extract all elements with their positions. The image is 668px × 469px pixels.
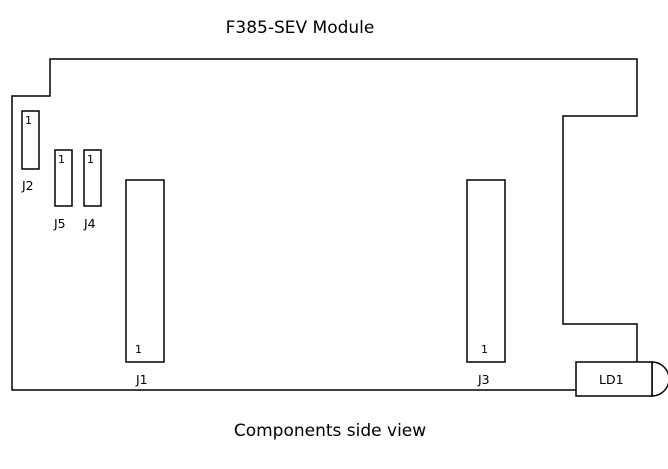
connector-j3-pin1: 1 xyxy=(481,343,488,356)
connector-j2-label: J2 xyxy=(21,178,34,193)
connector-j1-body xyxy=(125,179,165,363)
connector-j5-label: J5 xyxy=(53,216,66,231)
diagram-title: F385-SEV Module xyxy=(226,18,375,38)
connector-j4-pin1: 1 xyxy=(87,153,94,166)
connector-j3: 1 J3 xyxy=(466,179,506,387)
board-outline xyxy=(11,58,638,391)
connector-j1-pin1: 1 xyxy=(135,343,142,356)
connector-j4-body xyxy=(83,149,102,207)
led-ld1: LD1 xyxy=(575,361,668,397)
diagram-caption: Components side view xyxy=(234,421,426,441)
connector-j2-pin1: 1 xyxy=(25,114,32,127)
led-ld1-lens xyxy=(651,361,668,397)
connector-j4-label: J4 xyxy=(83,216,96,231)
connector-j3-label: J3 xyxy=(477,372,490,387)
connector-j5-pin1: 1 xyxy=(58,153,65,166)
led-ld1-body xyxy=(575,361,653,397)
connector-j3-body xyxy=(466,179,506,363)
connector-j4: 1 J4 xyxy=(83,149,102,231)
connector-j1-label: J1 xyxy=(135,372,148,387)
connector-j2: 1 J2 xyxy=(21,110,40,193)
connector-j2-body xyxy=(21,110,40,170)
connector-j1: 1 J1 xyxy=(125,179,165,387)
connector-j5-body xyxy=(54,149,73,207)
connector-j5: 1 J5 xyxy=(53,149,73,231)
led-ld1-label: LD1 xyxy=(599,372,624,387)
